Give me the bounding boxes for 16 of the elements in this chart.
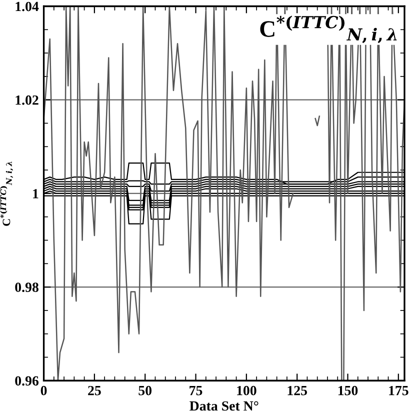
x-tick-label: 150 bbox=[338, 386, 358, 396]
y-tick-label: 1.04 bbox=[16, 2, 39, 12]
y-tick-label: 1.02 bbox=[16, 95, 38, 105]
x-tick-label: 0 bbox=[40, 386, 47, 396]
x-axis-title: Data Set N° bbox=[190, 401, 258, 411]
x-tick-label: 25 bbox=[88, 386, 101, 396]
x-tick-label: 50 bbox=[138, 386, 152, 396]
chart-title: C$^{*(ITTC)}$$_{N,i,λ}$ bbox=[260, 16, 397, 44]
x-tick-label: 75 bbox=[190, 386, 202, 396]
y-tick-label: 1 bbox=[33, 189, 38, 198]
y-tick-label: 0.96 bbox=[15, 376, 39, 386]
x-tick-label: 175 bbox=[389, 386, 408, 396]
x-tick-label: 125 bbox=[288, 386, 307, 396]
y-tick-label: 0.98 bbox=[15, 282, 38, 292]
y-axis-title: C$^{*(ITTC)}$$_{N,i,λ}$ bbox=[0, 162, 14, 226]
x-tick-label: 100 bbox=[237, 386, 256, 396]
